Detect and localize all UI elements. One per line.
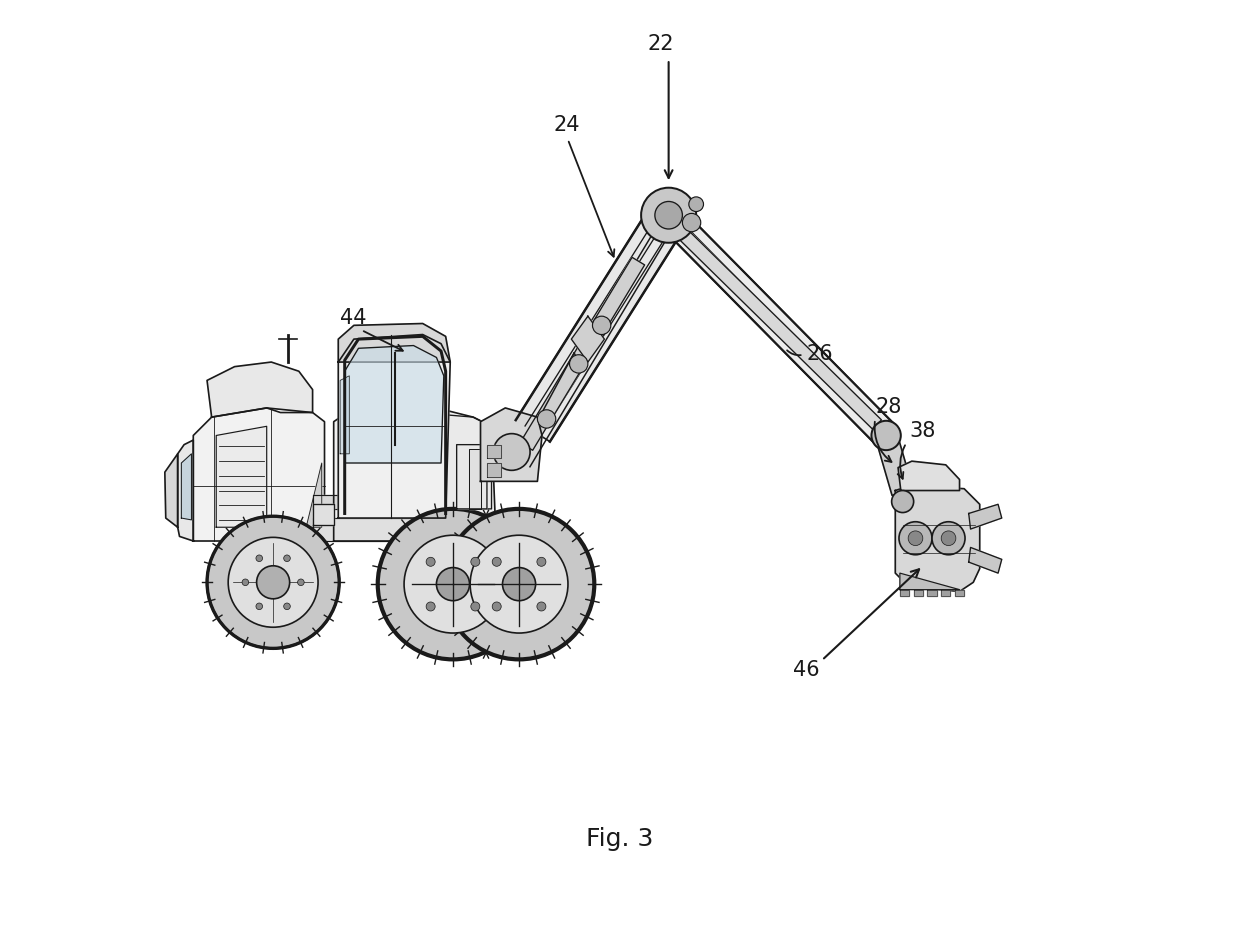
Circle shape [537, 602, 546, 611]
Circle shape [494, 433, 529, 470]
Polygon shape [456, 444, 487, 509]
Circle shape [444, 509, 594, 659]
Circle shape [941, 531, 956, 545]
Polygon shape [312, 518, 491, 541]
Text: 38: 38 [909, 421, 935, 442]
Circle shape [689, 197, 703, 211]
Circle shape [470, 535, 568, 633]
Polygon shape [900, 590, 909, 596]
Circle shape [872, 420, 900, 450]
Polygon shape [314, 505, 334, 525]
Polygon shape [487, 463, 501, 477]
Circle shape [932, 521, 965, 555]
Circle shape [471, 602, 480, 611]
Polygon shape [306, 463, 321, 527]
Polygon shape [572, 316, 604, 362]
Circle shape [427, 602, 435, 611]
Polygon shape [181, 454, 191, 519]
Circle shape [284, 603, 290, 609]
Polygon shape [312, 495, 409, 509]
Polygon shape [673, 224, 882, 429]
Text: 24: 24 [554, 115, 580, 135]
Circle shape [641, 188, 696, 243]
Circle shape [284, 555, 290, 561]
Polygon shape [914, 590, 923, 596]
Circle shape [378, 509, 528, 659]
Polygon shape [339, 334, 450, 518]
Circle shape [682, 213, 701, 232]
Polygon shape [334, 408, 496, 541]
Polygon shape [658, 206, 897, 445]
Circle shape [492, 557, 501, 567]
Circle shape [892, 491, 914, 513]
Circle shape [908, 531, 923, 545]
Polygon shape [968, 547, 1002, 573]
Polygon shape [520, 257, 645, 450]
Circle shape [255, 555, 263, 561]
Polygon shape [928, 590, 936, 596]
Circle shape [298, 579, 304, 585]
Circle shape [569, 355, 588, 373]
Circle shape [255, 603, 263, 609]
Circle shape [593, 316, 611, 334]
Circle shape [655, 202, 682, 229]
Polygon shape [469, 449, 481, 509]
Circle shape [492, 602, 501, 611]
Polygon shape [418, 412, 491, 509]
Text: Fig. 3: Fig. 3 [587, 827, 653, 851]
Polygon shape [193, 408, 325, 541]
Circle shape [257, 566, 290, 599]
Polygon shape [487, 444, 501, 458]
Polygon shape [481, 408, 542, 482]
Circle shape [427, 557, 435, 567]
Text: 46: 46 [792, 660, 820, 680]
Circle shape [471, 557, 480, 567]
Polygon shape [955, 590, 965, 596]
Circle shape [537, 410, 556, 428]
Circle shape [242, 579, 249, 585]
Polygon shape [898, 461, 960, 491]
Polygon shape [875, 432, 913, 495]
Polygon shape [895, 486, 980, 592]
Polygon shape [345, 345, 444, 463]
Circle shape [899, 521, 932, 555]
Circle shape [404, 535, 502, 633]
Text: 44: 44 [340, 307, 367, 328]
Polygon shape [177, 440, 193, 541]
Polygon shape [216, 426, 267, 527]
Circle shape [228, 537, 317, 627]
Polygon shape [941, 590, 950, 596]
Circle shape [436, 568, 470, 601]
Polygon shape [516, 205, 686, 442]
Circle shape [537, 557, 546, 567]
Polygon shape [339, 323, 450, 362]
Text: 22: 22 [647, 34, 675, 54]
Polygon shape [968, 505, 1002, 529]
Polygon shape [900, 573, 960, 590]
Text: 28: 28 [875, 396, 901, 417]
Polygon shape [207, 362, 312, 417]
Circle shape [502, 568, 536, 601]
Circle shape [207, 516, 340, 648]
Polygon shape [165, 454, 177, 527]
Text: 26: 26 [806, 344, 833, 364]
Polygon shape [340, 376, 350, 454]
